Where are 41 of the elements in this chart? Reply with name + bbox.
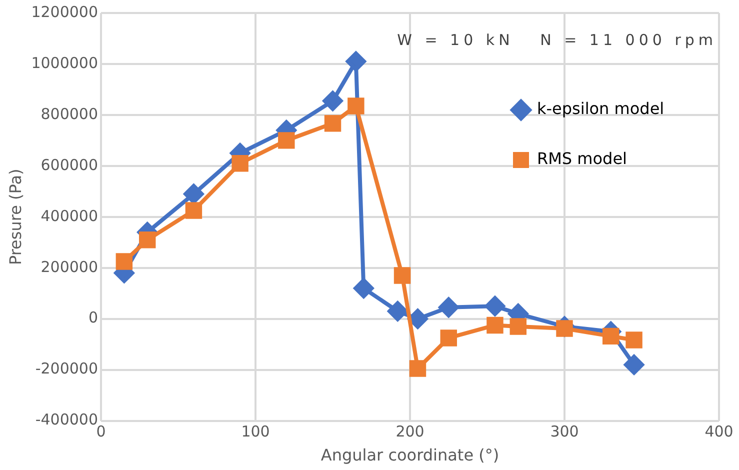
legend-label: k-epsilon model xyxy=(537,99,664,118)
point xyxy=(232,155,248,172)
y-tick-label: 600000 xyxy=(40,156,98,174)
point xyxy=(322,90,343,111)
y-tick-label: 1200000 xyxy=(31,2,98,21)
point xyxy=(185,202,202,219)
point xyxy=(484,296,505,316)
x-tick-label: 400 xyxy=(704,422,734,441)
point xyxy=(409,360,426,377)
point xyxy=(354,278,374,298)
point xyxy=(138,231,156,248)
point xyxy=(438,297,459,318)
point xyxy=(324,114,342,132)
point xyxy=(602,328,620,345)
y-tick-label: 200000 xyxy=(40,258,98,276)
point xyxy=(346,51,366,72)
y-tick-label: -400000 xyxy=(35,410,98,429)
y-tick-label: 400000 xyxy=(40,206,98,225)
point xyxy=(388,301,408,322)
point xyxy=(486,316,504,334)
x-tick-label: 100 xyxy=(241,422,270,441)
point xyxy=(116,253,133,270)
x-tick-label: 300 xyxy=(550,422,579,441)
x-axis-title: Angular coordinate (°) xyxy=(320,446,500,465)
y-tick-label: -200000 xyxy=(35,360,98,378)
point xyxy=(394,267,411,284)
point xyxy=(278,132,295,149)
annotation: W = 10 kN N = 11 000 rpm xyxy=(397,30,717,49)
point xyxy=(626,332,642,348)
x-tick-label: 200 xyxy=(396,422,424,441)
y-tick-label: 1000000 xyxy=(31,54,98,72)
point xyxy=(440,330,457,346)
legend-label: RMS model xyxy=(537,149,627,168)
point xyxy=(348,98,364,114)
point xyxy=(510,318,527,335)
point xyxy=(624,354,644,375)
y-tick-label: 800000 xyxy=(40,104,98,123)
point xyxy=(408,308,428,329)
point xyxy=(184,184,204,204)
y-tick-label: 0 xyxy=(88,308,98,327)
y-axis-title: Presure (Pa) xyxy=(6,168,25,266)
